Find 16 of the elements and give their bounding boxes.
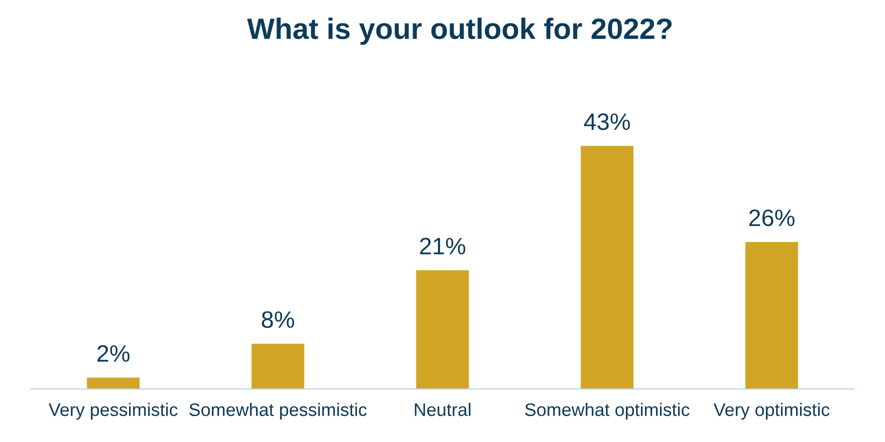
data-label: 2%	[97, 345, 130, 362]
data-label: 21%	[420, 238, 466, 254]
data-label: 8%	[262, 311, 294, 328]
x-tick-label: Very optimistic	[714, 402, 830, 420]
x-tick-label: Neutral	[414, 402, 470, 416]
chart-title: What is your outlook for 2022?	[247, 18, 672, 45]
bar	[86, 378, 140, 389]
data-label: 26%	[749, 209, 795, 226]
bar	[745, 242, 798, 389]
x-tick-label: Somewhat pessimistic	[189, 402, 367, 420]
data-label: 43%	[584, 113, 630, 130]
bar	[416, 270, 469, 389]
x-tick-label: Very pessimistic	[48, 402, 178, 420]
bar	[252, 344, 304, 389]
x-tick-label: Somewhat optimistic	[525, 402, 690, 420]
bar	[580, 146, 634, 389]
